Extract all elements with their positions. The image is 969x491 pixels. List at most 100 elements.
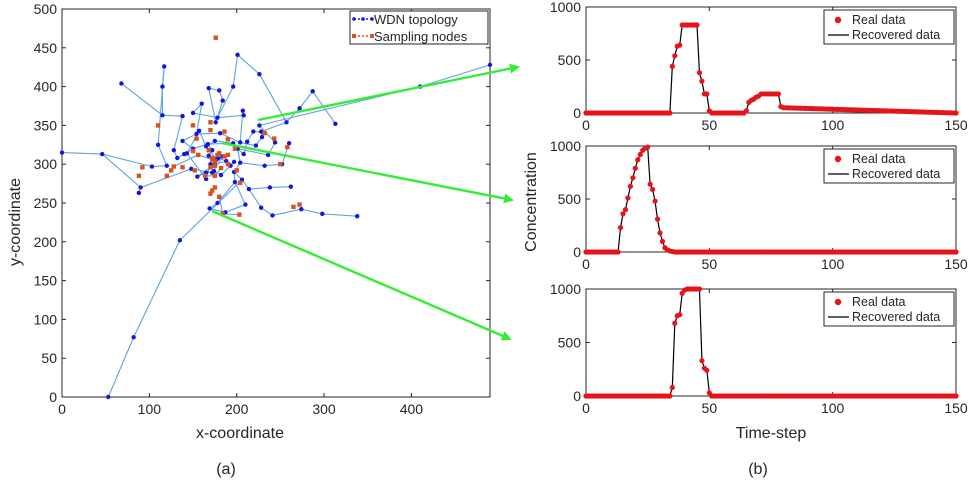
topology-node <box>237 160 243 165</box>
real-data-point <box>694 22 700 28</box>
real-data-point <box>677 312 683 318</box>
topology-nodes <box>59 52 493 400</box>
y-tick-label: 0 <box>573 388 581 404</box>
topology-node <box>288 184 294 189</box>
topology-node <box>262 163 267 168</box>
real-data-point <box>704 367 710 373</box>
topology-node <box>149 164 155 169</box>
sampling-node <box>220 211 225 217</box>
sampling-node <box>237 212 242 217</box>
sampling-node <box>140 165 145 170</box>
legend-topology-marker <box>370 17 374 21</box>
real-data-point <box>635 157 641 163</box>
topology-node <box>99 151 105 157</box>
sampling-node <box>190 123 196 128</box>
y-tick-label: 1000 <box>550 0 581 15</box>
x-tick-label: 150 <box>944 400 968 416</box>
x-tick-label: 300 <box>312 401 336 417</box>
topology-node <box>258 205 264 210</box>
x-tick-label: 150 <box>944 117 968 133</box>
sampling-node <box>297 202 302 207</box>
x-tick-label: 0 <box>582 400 590 416</box>
sampling-node <box>208 165 213 170</box>
sampling-node <box>212 158 218 164</box>
caption-a: (a) <box>216 461 236 478</box>
topology-edge <box>121 83 163 116</box>
topology-node <box>333 121 338 127</box>
y-tick-label: 500 <box>558 335 582 351</box>
topology-node <box>59 150 65 155</box>
topology-node <box>212 138 218 144</box>
legend-sampling-marker <box>352 34 356 38</box>
topology-node <box>207 206 212 211</box>
topology-node <box>272 140 278 145</box>
topology-node <box>218 172 224 178</box>
sampling-node <box>208 127 213 133</box>
panel-a-network-plot: 0 100 200 300 400 0 50 100 150 200 250 300 350 400 450… <box>7 1 493 478</box>
legend-recovered-label: Recovered data <box>852 28 940 42</box>
topology-edge <box>101 153 141 188</box>
topology-node <box>220 98 225 103</box>
real-data-point <box>654 216 661 222</box>
topology-edge <box>240 141 257 147</box>
real-data-point <box>669 63 675 69</box>
sampling-node <box>155 123 161 128</box>
real-data-point <box>622 207 629 213</box>
topology-node <box>355 213 360 219</box>
arrow-to-subplot-2 <box>221 141 514 204</box>
y-tick-label: 0 <box>49 389 57 405</box>
sampling-node <box>285 144 290 150</box>
real-data-point <box>615 249 621 255</box>
y-tick-label: 0 <box>573 244 581 260</box>
topology-node <box>189 166 194 172</box>
real-data-point <box>672 320 678 326</box>
y-tick-label: 500 <box>34 1 58 17</box>
arrow-to-subplot-3 <box>211 209 512 341</box>
legend-sampling-label: Sampling nodes <box>374 29 468 44</box>
topology-node <box>257 123 262 128</box>
topology-node <box>106 394 111 400</box>
panel-b-xlabel: Time-step <box>736 425 807 442</box>
topology-edge <box>234 181 246 205</box>
topology-node <box>267 185 273 190</box>
topology-node <box>138 185 143 190</box>
topology-node <box>199 101 204 106</box>
topology-node <box>161 64 167 69</box>
y-tick-label: 1000 <box>550 281 581 297</box>
topology-edge <box>237 54 260 75</box>
legend-topology-marker <box>361 17 365 21</box>
x-tick-label: 400 <box>400 401 424 417</box>
real-data-point <box>625 195 631 201</box>
topology-node <box>241 113 246 118</box>
x-tick-label: 100 <box>821 256 845 272</box>
real-data-point <box>627 183 634 189</box>
caption-b: (b) <box>748 461 768 478</box>
sampling-node <box>272 136 277 141</box>
topology-edge <box>301 208 323 215</box>
topology-node <box>119 81 124 86</box>
topology-edge <box>216 86 234 118</box>
topology-node <box>190 110 196 116</box>
topology-node <box>160 84 165 89</box>
x-tick-label: 0 <box>582 117 590 133</box>
real-data-point <box>696 70 703 76</box>
x-tick-label: 0 <box>58 401 66 417</box>
sampling-node <box>210 157 215 162</box>
y-tick-label: 100 <box>34 311 58 327</box>
x-tick-label: 50 <box>702 400 718 416</box>
topology-node <box>131 335 136 340</box>
real-data-point <box>617 225 624 231</box>
y-tick-label: 350 <box>34 117 58 133</box>
topology-node <box>177 238 183 243</box>
topology-node <box>136 190 142 196</box>
topology-node <box>231 159 237 165</box>
x-tick-label: 100 <box>138 401 162 417</box>
real-data-point <box>775 91 782 97</box>
topology-node <box>155 142 161 147</box>
real-data-point <box>637 151 643 158</box>
topology-node <box>240 108 246 113</box>
y-tick-label: 400 <box>34 79 58 95</box>
topology-edge <box>322 213 358 217</box>
topology-node <box>257 71 262 77</box>
